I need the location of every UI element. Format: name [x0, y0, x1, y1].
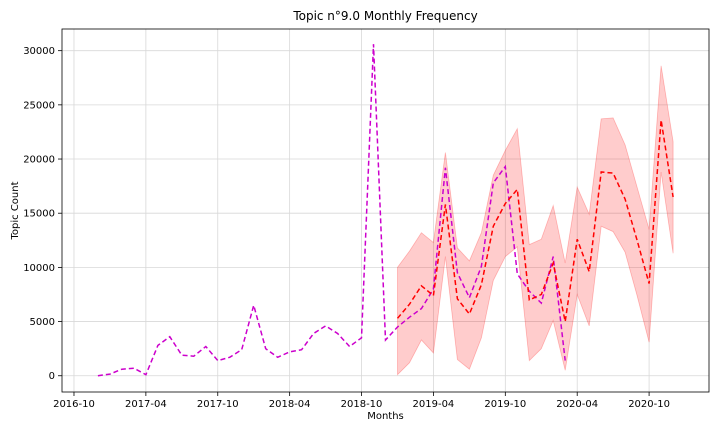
series-line-1 [396, 119, 674, 322]
x-tick-label: 2018-04 [269, 399, 311, 410]
x-tick-label: 2020-04 [556, 399, 598, 410]
series-line-0 [97, 44, 566, 377]
x-tick-label: 2017-04 [125, 399, 167, 410]
x-tick-label: 2017-10 [197, 399, 239, 410]
y-axis-ticks: 0 5000 10000 15000 20000 25000 30000 [23, 46, 62, 382]
x-axis-ticks: 2016-10 2017-04 2017-10 2018-04 2018-10 2019-… [53, 392, 670, 410]
y-tick-label: 20000 [23, 155, 55, 166]
y-tick-label: 25000 [23, 100, 55, 111]
y-axis-label: Topic Count [10, 181, 21, 240]
confidence-band-1 [397, 65, 674, 376]
x-tick-label: 2020-10 [628, 399, 670, 410]
y-tick-label: 30000 [23, 46, 55, 57]
x-tick-label: 2019-10 [484, 399, 526, 410]
y-tick-label: 5000 [30, 317, 55, 328]
y-tick-label: 15000 [23, 209, 55, 220]
x-axis-label: Months [367, 411, 404, 422]
y-tick-label: 0 [49, 371, 55, 382]
plot-frame [61, 28, 710, 393]
x-tick-label: 2016-10 [53, 399, 95, 410]
y-tick-label: 10000 [23, 263, 55, 274]
chart-title: Topic n°9.0 Monthly Frequency [292, 9, 477, 23]
confidence-band-layer [397, 65, 674, 376]
x-tick-label: 2018-10 [341, 399, 383, 410]
series-layer [97, 44, 674, 377]
x-tick-label: 2019-04 [413, 399, 455, 410]
grid [62, 29, 709, 392]
